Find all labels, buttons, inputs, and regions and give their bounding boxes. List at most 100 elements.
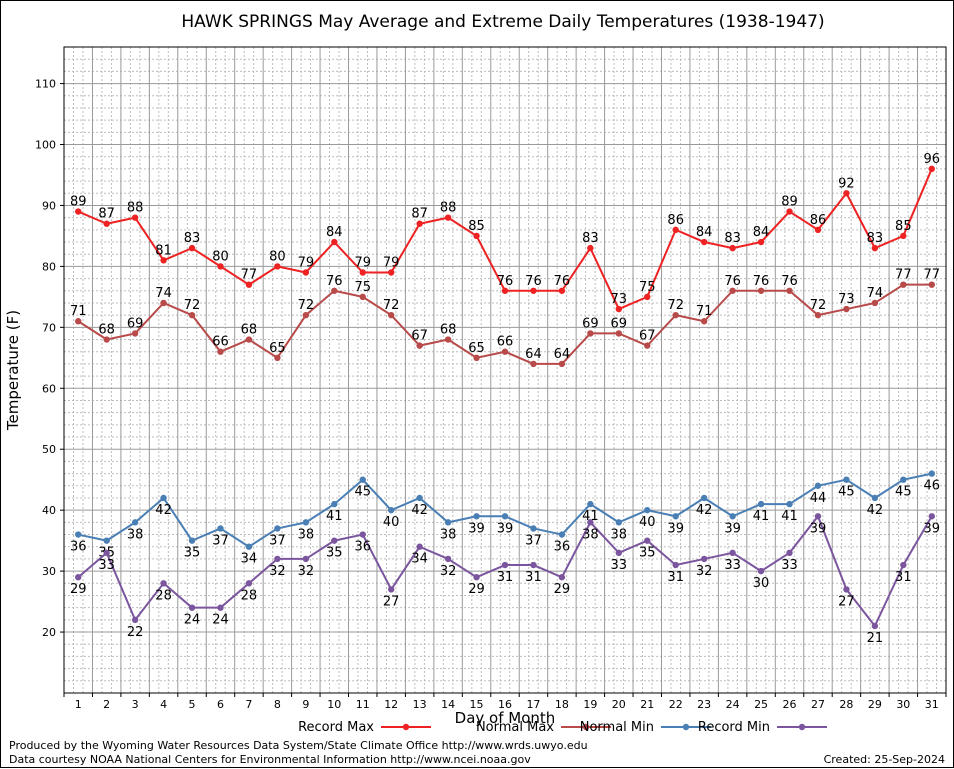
normal-min-data-label: 39 [724, 521, 741, 536]
record-min-data-label: 29 [468, 582, 485, 597]
record-max-data-label: 80 [212, 249, 229, 264]
record-max-point [245, 281, 253, 288]
normal-min-point [501, 513, 509, 520]
normal-max-data-label: 77 [895, 268, 912, 283]
normal-max-data-label: 64 [525, 347, 542, 362]
record-min-point [530, 561, 537, 569]
record-max-point [672, 226, 679, 234]
record-max-data-label: 79 [354, 255, 371, 270]
x-tick-label: 29 [868, 698, 882, 711]
record-max-point [131, 214, 139, 221]
record-max-point [615, 305, 623, 313]
series-group: 89 87 88 81 83 80 77 80 79 84 79 79 87 88 85 76 76 76 83 73… [70, 152, 940, 646]
normal-max-point [757, 287, 765, 294]
normal-max-point [644, 342, 651, 349]
record-min-point [587, 519, 594, 526]
x-tick-label: 27 [811, 698, 825, 711]
record-max-point [217, 263, 224, 270]
record-min-data-label: 32 [298, 564, 315, 579]
normal-max-point [587, 330, 594, 337]
normal-max-data-label: 76 [326, 274, 343, 289]
y-tick-label: 30 [42, 565, 56, 578]
normal-min-data-label: 36 [554, 540, 571, 555]
x-tick-label: 1 [75, 698, 82, 711]
normal-min-data-label: 41 [326, 509, 343, 524]
record-max-data-label: 84 [753, 225, 770, 240]
y-tick-label: 40 [42, 504, 56, 517]
x-tick-label: 22 [669, 698, 683, 711]
record-min-data-label: 29 [554, 582, 571, 597]
record-max-data-label: 85 [468, 219, 485, 234]
record-max-point [757, 238, 765, 246]
record-max-data-label: 83 [867, 231, 884, 246]
normal-max-data-label: 73 [838, 292, 855, 307]
x-tick-label: 19 [583, 698, 597, 711]
normal-max-point [131, 330, 139, 337]
record-max-data-label: 73 [611, 292, 628, 307]
normal-max-data-label: 68 [440, 323, 457, 338]
x-tick-label: 8 [274, 698, 281, 711]
record-min-point [558, 574, 566, 581]
record-max-point [103, 220, 110, 227]
normal-min-point [814, 482, 822, 489]
record-min-data-label: 38 [582, 527, 599, 542]
normal-min-point [928, 470, 935, 477]
normal-min-data-label: 37 [525, 533, 542, 548]
legend-item-record-min: Record Min [698, 720, 827, 735]
legend-swatch-marker [402, 723, 410, 731]
normal-max-point [615, 330, 623, 337]
normal-max-data-label: 69 [582, 316, 599, 331]
normal-max-point [473, 354, 480, 362]
x-tick-label: 18 [555, 698, 569, 711]
x-tick-label: 24 [726, 698, 740, 711]
record-max-data-label: 89 [781, 195, 798, 210]
gridlines [64, 47, 946, 693]
record-max-data-label: 81 [155, 243, 172, 258]
normal-max-point [160, 299, 167, 307]
normal-max-point [75, 318, 82, 325]
record-min-point [75, 574, 82, 581]
record-max-point [501, 287, 509, 294]
record-max-point [387, 269, 395, 276]
legend-item-normal-min: Normal Min [580, 720, 711, 735]
record-max-point [786, 208, 793, 215]
x-tick-label: 5 [189, 698, 196, 711]
normal-max-point [501, 348, 509, 355]
record-min-point [302, 555, 310, 563]
normal-min-point [217, 525, 224, 532]
normal-min-data-label: 41 [582, 509, 599, 524]
y-tick-label: 80 [42, 260, 56, 273]
normal-max-data-label: 77 [924, 268, 941, 283]
normal-max-point [530, 360, 537, 368]
normal-min-data-label: 34 [241, 552, 258, 567]
series-record-min: 29 33 22 28 24 24 28 32 32 35 36 27 34 32 29 31 31 29 38 33… [70, 513, 940, 646]
normal-min-data-label: 42 [867, 503, 884, 518]
normal-min-point [786, 500, 793, 508]
normal-max-point [387, 311, 395, 319]
record-max-data-label: 83 [724, 231, 741, 246]
record-min-point [814, 513, 822, 520]
record-max-point [900, 232, 907, 240]
normal-max-data-label: 66 [497, 335, 514, 350]
normal-min-data-label: 42 [155, 503, 172, 518]
record-min-point [387, 586, 395, 593]
x-tick-label: 12 [384, 698, 398, 711]
normal-min-data-label: 39 [497, 521, 514, 536]
record-max-data-label: 88 [440, 201, 457, 216]
normal-max-data-label: 66 [212, 335, 229, 350]
record-min-point [331, 537, 338, 544]
record-max-point [843, 190, 850, 197]
record-max-data-label: 89 [70, 195, 87, 210]
record-max-data-label: 96 [924, 152, 941, 167]
record-min-point [786, 549, 793, 557]
normal-min-point [160, 494, 167, 502]
record-min-data-label: 31 [497, 570, 514, 585]
x-tick-label: 23 [697, 698, 711, 711]
normal-max-point [843, 305, 850, 313]
normal-max-point [900, 281, 907, 288]
record-min-data-label: 31 [667, 570, 684, 585]
normal-min-point [530, 525, 537, 532]
record-max-point [331, 238, 338, 246]
record-min-point [729, 549, 736, 557]
normal-max-data-label: 68 [98, 323, 115, 338]
